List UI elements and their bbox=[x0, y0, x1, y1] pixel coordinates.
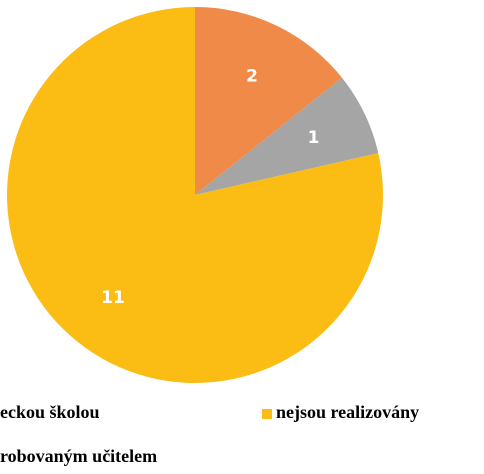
legend-label: robovaným učitelem bbox=[0, 446, 157, 466]
data-label: 11 bbox=[101, 288, 125, 308]
data-label: 2 bbox=[246, 66, 258, 86]
pie-slice bbox=[195, 77, 379, 195]
pie-slice bbox=[195, 7, 342, 195]
pie-slice bbox=[6, 7, 383, 384]
legend-marker bbox=[262, 409, 272, 419]
data-label: 1 bbox=[308, 128, 320, 148]
legend-label: nejsou realizovány bbox=[276, 402, 419, 422]
legend-label: eckou školou bbox=[0, 402, 100, 422]
